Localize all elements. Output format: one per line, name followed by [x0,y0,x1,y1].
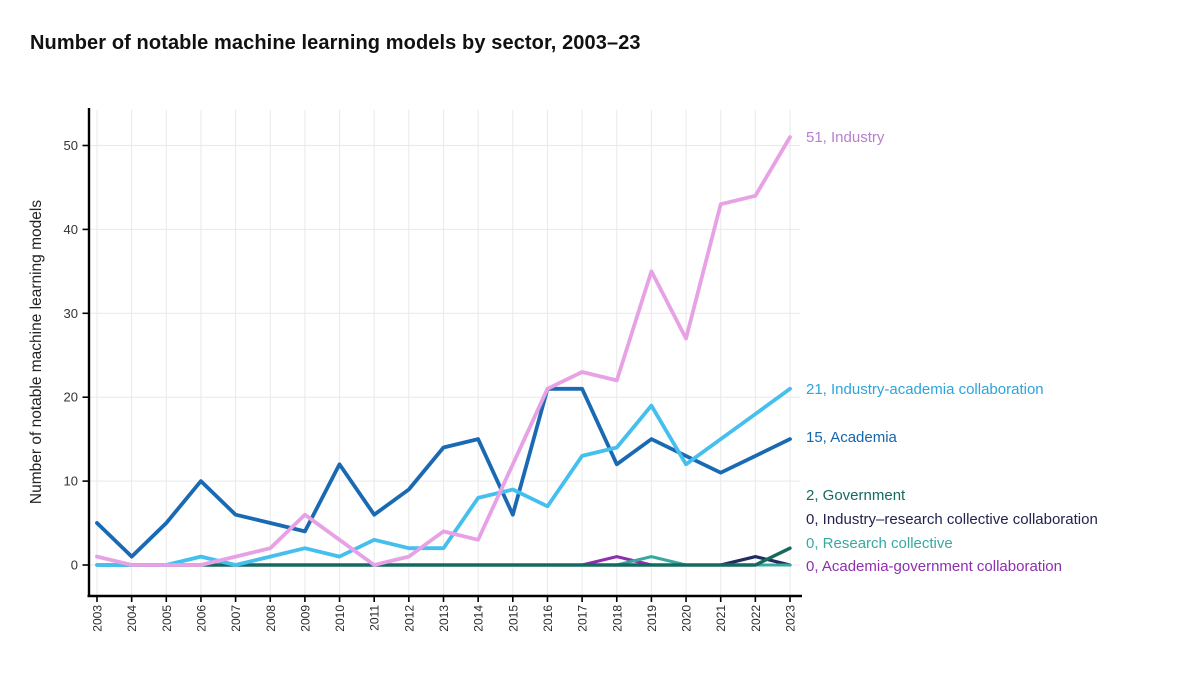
x-tick-label: 2021 [714,605,728,632]
series-label-research-collective: 0, Research collective [806,535,953,552]
series-label-academia-government-collaboration: 0, Academia-government collaboration [806,558,1062,575]
x-tick-label: 2020 [680,605,694,632]
x-tick-label: 2015 [506,605,520,632]
x-tick-label: 2019 [645,605,659,632]
x-tick-label: 2022 [749,605,763,632]
x-tick-label: 2010 [333,605,347,632]
x-tick-label: 2012 [402,605,416,632]
x-tick-label: 2003 [91,605,105,632]
series-label-industry-research-collective-collaboration: 0, Industry–research collective collabor… [806,511,1098,528]
x-tick-label: 2017 [576,605,590,632]
y-tick-label: 40 [64,222,78,237]
series-line-government [95,546,792,567]
x-tick-label: 2009 [298,605,312,632]
x-tick-label: 2023 [784,605,798,632]
x-tick-label: 2016 [541,605,555,632]
series-line-academia [95,386,792,559]
series-label-government: 2, Government [806,487,906,504]
x-tick-label: 2005 [160,605,174,632]
series-label-industry-academia-collaboration: 21, Industry-academia collaboration [806,381,1044,398]
x-tick-label: 2006 [194,605,208,632]
x-tick-label: 2004 [125,605,139,632]
x-tick-label: 2007 [229,605,243,632]
y-tick-label: 50 [64,138,78,153]
series-line-industry-academia-collaboration [95,386,792,567]
x-tick-label: 2013 [437,605,451,632]
y-tick-label: 0 [71,558,78,573]
y-axis-title: Number of notable machine learning model… [28,200,45,504]
x-tick-label: 2014 [472,605,486,632]
y-tick-label: 30 [64,306,78,321]
y-tick-label: 10 [64,474,78,489]
x-tick-label: 2011 [368,605,382,631]
y-tick-label: 20 [64,390,78,405]
chart-title: Number of notable machine learning model… [30,32,641,54]
x-tick-label: 2008 [264,605,278,632]
x-tick-label: 2018 [610,605,624,632]
series-label-academia: 15, Academia [806,429,898,446]
series-line-industry [95,135,792,567]
series-label-industry: 51, Industry [806,129,885,146]
